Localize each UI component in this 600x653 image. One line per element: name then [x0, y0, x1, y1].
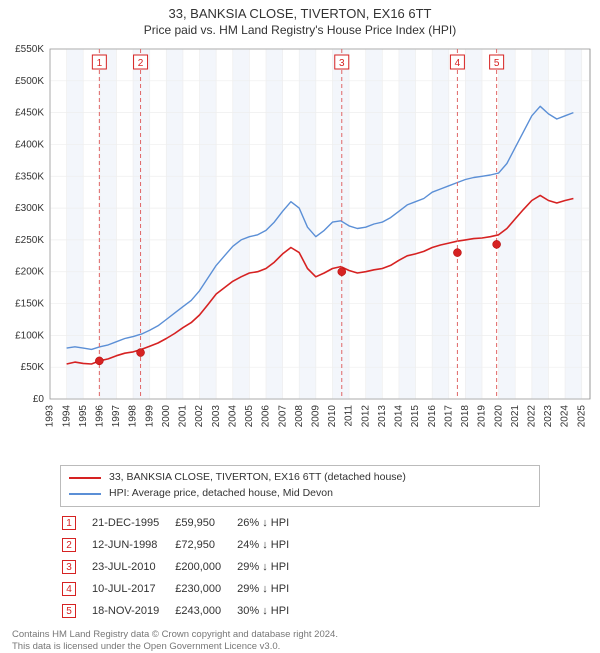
svg-text:£400K: £400K [15, 139, 44, 150]
sales-table: 1 21-DEC-1995£59,95026% ↓ HPI 2 12-JUN-1998… [60, 511, 305, 623]
svg-text:2009: 2009 [310, 405, 321, 428]
footer-line1: Contains HM Land Registry data © Crown c… [12, 629, 600, 641]
title-subtitle: Price paid vs. HM Land Registry's House … [0, 23, 600, 37]
title-address: 33, BANKSIA CLOSE, TIVERTON, EX16 6TT [0, 6, 600, 21]
svg-text:2024: 2024 [560, 405, 571, 428]
sale-price: £59,950 [175, 513, 235, 533]
svg-text:2022: 2022 [526, 405, 537, 428]
svg-text:2016: 2016 [427, 405, 438, 428]
svg-text:£550K: £550K [15, 44, 44, 55]
legend-swatch-property [69, 477, 101, 479]
sale-marker-icon: 1 [62, 516, 76, 530]
svg-text:2: 2 [138, 58, 144, 69]
legend-label-hpi: HPI: Average price, detached house, Mid … [109, 486, 333, 502]
svg-text:2019: 2019 [477, 405, 488, 428]
svg-text:2001: 2001 [178, 405, 189, 428]
sale-date: 18-NOV-2019 [92, 601, 173, 621]
sales-row: 3 23-JUL-2010£200,00029% ↓ HPI [62, 557, 303, 577]
svg-text:2008: 2008 [294, 405, 305, 428]
svg-text:£500K: £500K [15, 76, 44, 87]
sale-marker-icon: 2 [62, 538, 76, 552]
sale-delta: 24% ↓ HPI [237, 535, 303, 555]
svg-text:3: 3 [339, 58, 345, 69]
sales-row: 4 10-JUL-2017£230,00029% ↓ HPI [62, 579, 303, 599]
svg-text:2005: 2005 [244, 405, 255, 428]
svg-text:2014: 2014 [394, 405, 405, 428]
footer: Contains HM Land Registry data © Crown c… [12, 629, 600, 653]
chart-container: 33, BANKSIA CLOSE, TIVERTON, EX16 6TT Pr… [0, 0, 600, 650]
sale-delta: 29% ↓ HPI [237, 557, 303, 577]
svg-text:2017: 2017 [443, 405, 454, 428]
svg-text:2013: 2013 [377, 405, 388, 428]
svg-text:£200K: £200K [15, 267, 44, 278]
svg-text:1996: 1996 [94, 405, 105, 428]
svg-text:£100K: £100K [15, 330, 44, 341]
sale-marker-icon: 5 [62, 604, 76, 618]
sale-price: £243,000 [175, 601, 235, 621]
sale-price: £200,000 [175, 557, 235, 577]
chart-area: 1993 1994 1995 1996 1997 1998 1999 2000 2001 2002… [0, 39, 600, 459]
svg-text:2018: 2018 [460, 405, 471, 428]
legend: 33, BANKSIA CLOSE, TIVERTON, EX16 6TT (d… [60, 465, 540, 507]
sale-marker-icon: 4 [62, 582, 76, 596]
svg-text:2011: 2011 [344, 405, 355, 427]
svg-text:1994: 1994 [61, 405, 72, 428]
sale-delta: 29% ↓ HPI [237, 579, 303, 599]
sale-delta: 30% ↓ HPI [237, 601, 303, 621]
legend-label-property: 33, BANKSIA CLOSE, TIVERTON, EX16 6TT (d… [109, 470, 406, 486]
svg-text:£450K: £450K [15, 108, 44, 119]
sales-row: 5 18-NOV-2019£243,00030% ↓ HPI [62, 601, 303, 621]
svg-text:2023: 2023 [543, 405, 554, 428]
sales-row: 1 21-DEC-1995£59,95026% ↓ HPI [62, 513, 303, 533]
sale-price: £230,000 [175, 579, 235, 599]
svg-text:2021: 2021 [510, 405, 521, 428]
svg-text:2000: 2000 [161, 405, 172, 428]
svg-text:2020: 2020 [493, 405, 504, 428]
sale-price: £72,950 [175, 535, 235, 555]
sale-date: 10-JUL-2017 [92, 579, 173, 599]
svg-text:2015: 2015 [410, 405, 421, 428]
footer-line2: This data is licensed under the Open Gov… [12, 641, 600, 653]
sales-row: 2 12-JUN-1998£72,95024% ↓ HPI [62, 535, 303, 555]
svg-text:£250K: £250K [15, 235, 44, 246]
sale-delta: 26% ↓ HPI [237, 513, 303, 533]
svg-text:£0: £0 [33, 394, 45, 405]
svg-text:5: 5 [494, 58, 500, 69]
svg-text:1999: 1999 [144, 405, 155, 428]
legend-item-property: 33, BANKSIA CLOSE, TIVERTON, EX16 6TT (d… [69, 470, 531, 486]
svg-text:£300K: £300K [15, 203, 44, 214]
svg-text:£150K: £150K [15, 299, 44, 310]
line-chart-svg: 1993 1994 1995 1996 1997 1998 1999 2000 2001 2002… [0, 39, 600, 459]
svg-text:4: 4 [455, 58, 461, 69]
svg-text:1997: 1997 [111, 405, 122, 428]
svg-text:2012: 2012 [360, 405, 371, 428]
svg-text:1995: 1995 [78, 405, 89, 428]
svg-text:2003: 2003 [211, 405, 222, 428]
svg-text:2007: 2007 [277, 405, 288, 428]
svg-text:2010: 2010 [327, 405, 338, 428]
svg-text:1998: 1998 [128, 405, 139, 428]
sale-date: 12-JUN-1998 [92, 535, 173, 555]
svg-text:2002: 2002 [194, 405, 205, 428]
legend-item-hpi: HPI: Average price, detached house, Mid … [69, 486, 531, 502]
sale-date: 21-DEC-1995 [92, 513, 173, 533]
svg-text:1: 1 [97, 58, 103, 69]
svg-text:2006: 2006 [261, 405, 272, 428]
svg-text:£50K: £50K [21, 362, 45, 373]
svg-text:2004: 2004 [227, 405, 238, 428]
sale-marker-icon: 3 [62, 560, 76, 574]
title-block: 33, BANKSIA CLOSE, TIVERTON, EX16 6TT Pr… [0, 0, 600, 39]
svg-text:£350K: £350K [15, 171, 44, 182]
svg-text:2025: 2025 [576, 405, 587, 428]
svg-text:1993: 1993 [45, 405, 56, 428]
legend-swatch-hpi [69, 493, 101, 495]
sale-date: 23-JUL-2010 [92, 557, 173, 577]
